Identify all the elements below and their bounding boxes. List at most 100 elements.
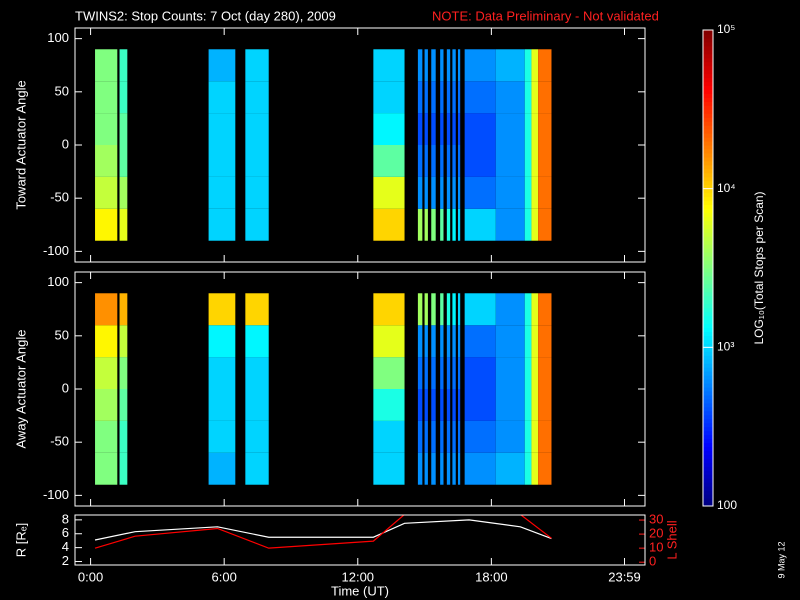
colorbar-swatch <box>703 212 713 217</box>
heatmap-cell <box>524 208 532 241</box>
heatmap-cell <box>417 176 423 209</box>
colorbar-swatch <box>703 57 713 63</box>
heatmap-cell <box>495 293 525 326</box>
heatmap-cell <box>417 145 423 177</box>
y-tick-label: -100 <box>43 487 69 502</box>
heatmap-cell <box>95 420 118 453</box>
heatmap-cell <box>495 452 525 485</box>
heatmap-cell <box>208 113 236 145</box>
colorbar-swatch <box>703 156 713 162</box>
colorbar-swatch <box>703 303 713 309</box>
colorbar-swatch <box>703 85 713 90</box>
heatmap-cell <box>245 420 269 453</box>
heatmap-cell <box>424 389 428 421</box>
heatmap-cell <box>457 49 461 82</box>
colorbar-swatch <box>703 414 713 420</box>
colorbar-swatch <box>703 470 713 475</box>
heatmap-cell <box>464 452 496 485</box>
heatmap-cell <box>373 176 405 209</box>
colorbar-swatch <box>703 343 713 348</box>
heatmap-cell <box>531 357 539 389</box>
heatmap-cell <box>440 49 444 82</box>
heatmap-cell <box>424 145 428 177</box>
colorbar-swatch <box>703 355 713 360</box>
heatmap-cell <box>245 49 269 82</box>
heatmap-cell <box>440 325 444 358</box>
heatmap-cell <box>452 293 456 326</box>
colorbar-swatch <box>703 450 713 455</box>
heatmap-cell <box>464 420 496 453</box>
heatmap-cell <box>495 325 525 358</box>
heatmap-cell <box>95 452 118 485</box>
heatmap-cell <box>524 389 532 421</box>
colorbar-swatch <box>703 375 713 380</box>
heatmap-cell <box>452 208 456 241</box>
heatmap-cell <box>440 389 444 421</box>
heatmap-cell <box>119 293 128 326</box>
colorbar-swatch <box>703 184 713 190</box>
colorbar-swatch <box>703 168 713 174</box>
heatmap-cell <box>208 176 236 209</box>
colorbar-swatch <box>703 220 713 225</box>
heatmap-cell <box>245 389 269 421</box>
colorbar-swatch <box>703 164 713 170</box>
heatmap-cell <box>95 49 118 82</box>
colorbar-swatch <box>703 232 713 237</box>
colorbar-swatch <box>703 363 713 368</box>
colorbar-swatch <box>703 454 713 459</box>
heatmap-cell <box>373 49 405 82</box>
heatmap-cell <box>208 420 236 453</box>
y2-tick-label: 30 <box>649 511 663 526</box>
heatmap-cell <box>538 420 552 453</box>
colorbar-swatch <box>703 216 713 221</box>
heatmap-cell <box>446 49 451 82</box>
heatmap-cell <box>417 81 423 114</box>
colorbar-swatch <box>703 383 713 388</box>
colorbar-swatch <box>703 204 713 209</box>
colorbar-swatch <box>703 117 713 122</box>
colorbar-swatch <box>703 121 713 126</box>
heatmap-cell <box>452 176 456 209</box>
heatmap-cell <box>95 145 118 177</box>
heatmap-cell <box>431 357 436 389</box>
heatmap-cell <box>440 145 444 177</box>
colorbar-swatch <box>703 351 713 356</box>
heatmap-cell <box>424 176 428 209</box>
heatmap-cell <box>531 452 539 485</box>
y2-tick-label: 10 <box>649 540 663 555</box>
heatmap-cell <box>208 389 236 421</box>
heatmap-cell <box>538 208 552 241</box>
colorbar-swatch <box>703 145 713 150</box>
heatmap-cell <box>119 113 128 145</box>
plot-frame <box>74 27 646 263</box>
heatmap-cell <box>431 325 436 358</box>
colorbar-swatch <box>703 125 713 130</box>
heatmap-cell <box>531 325 539 358</box>
heatmap-cell <box>524 49 532 82</box>
colorbar-swatch <box>703 192 713 198</box>
colorbar-swatch <box>703 466 713 471</box>
heatmap-cell <box>208 49 236 82</box>
colorbar-swatch <box>703 327 713 332</box>
heatmap-cell <box>95 357 118 389</box>
colorbar-swatch <box>703 240 713 245</box>
heatmap-cell <box>457 293 461 326</box>
colorbar-swatch <box>703 133 713 138</box>
colorbar-swatch <box>703 418 713 424</box>
heatmap-cell <box>452 325 456 358</box>
heatmap-cell <box>446 145 451 177</box>
colorbar-swatch <box>703 446 713 451</box>
heatmap-cell <box>531 176 539 209</box>
colorbar-swatch <box>703 37 713 43</box>
heatmap-cell <box>538 113 552 145</box>
heatmap-cell <box>208 325 236 358</box>
x-tick-label: 6:00 <box>212 569 237 584</box>
heatmap-cell <box>208 208 236 241</box>
heatmap-cell <box>119 145 128 177</box>
x-axis-label: Time (UT) <box>331 583 389 598</box>
heatmap-cell <box>495 81 525 114</box>
chart-title: TWINS2: Stop Counts: 7 Oct (day 280), 20… <box>75 8 336 23</box>
colorbar-swatch <box>703 359 713 364</box>
colorbar-swatch <box>703 268 713 273</box>
heatmap-cell <box>524 452 532 485</box>
